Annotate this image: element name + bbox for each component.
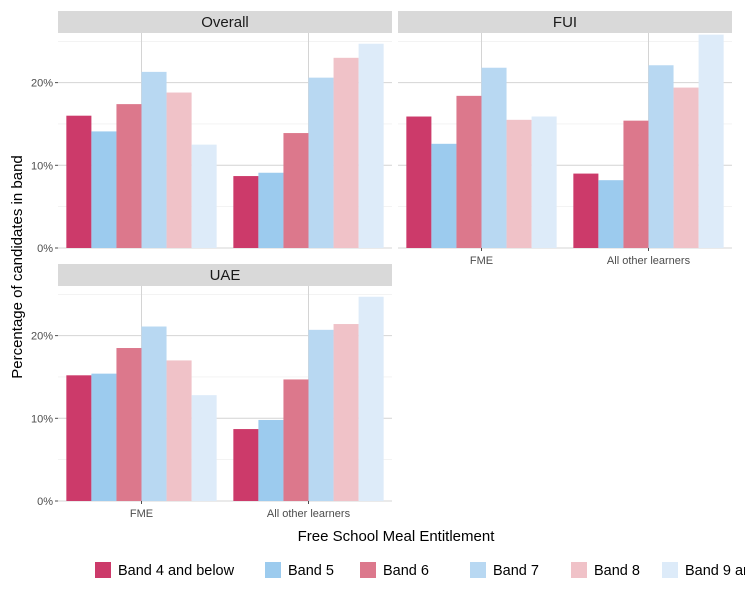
legend-label: Band 9 and above (685, 563, 745, 579)
bar (191, 395, 217, 501)
bar (166, 360, 192, 501)
legend-label: Band 8 (594, 563, 640, 579)
bar (531, 116, 557, 249)
bar (283, 133, 309, 248)
y-axis-title: Percentage of candidates in band (9, 155, 26, 379)
y-tick-label: 0% (37, 496, 53, 508)
legend-swatch (662, 562, 678, 578)
bar (141, 326, 167, 501)
bar (166, 92, 192, 248)
bar (333, 324, 359, 501)
y-tick-label: 10% (31, 160, 53, 172)
facet-title: Overall (201, 14, 249, 31)
bar (91, 131, 117, 248)
bar (481, 67, 507, 248)
bar (233, 176, 259, 248)
legend-swatch (265, 562, 281, 578)
legend-swatch (360, 562, 376, 578)
bar (116, 104, 142, 249)
legend-swatch (470, 562, 486, 578)
bar (233, 429, 259, 501)
bar (573, 173, 599, 248)
bar (598, 180, 624, 248)
y-tick-label: 20% (31, 331, 53, 343)
facet-title: FUI (553, 14, 577, 31)
facet-strip (58, 11, 392, 33)
facet-strip (398, 11, 732, 33)
bar (283, 379, 309, 501)
bar (623, 120, 649, 248)
legend-label: Band 5 (288, 563, 334, 579)
bar (358, 43, 384, 248)
x-axis-title: Free School Meal Entitlement (298, 528, 496, 545)
bar (141, 71, 167, 249)
bar (116, 348, 142, 501)
y-tick-label: 20% (31, 78, 53, 90)
bar (258, 172, 284, 248)
bar (698, 34, 724, 249)
bar (66, 375, 92, 501)
facet-title: UAE (210, 267, 241, 284)
bar (308, 329, 334, 501)
bar (456, 95, 482, 248)
bar (191, 144, 217, 248)
legend-swatch (95, 562, 111, 578)
x-tick-label: FME (130, 508, 153, 520)
x-tick-label: All other learners (607, 255, 691, 267)
bar (308, 77, 334, 249)
legend-swatch (571, 562, 587, 578)
bar (258, 419, 284, 501)
bar (333, 57, 359, 249)
bar (431, 143, 457, 248)
bar (358, 296, 384, 501)
legend-label: Band 7 (493, 563, 539, 579)
bar (673, 87, 699, 248)
bar (406, 116, 432, 249)
x-tick-label: All other learners (267, 508, 351, 520)
bar (91, 373, 117, 501)
bar (648, 65, 674, 248)
x-tick-label: FME (470, 255, 493, 267)
y-tick-label: 10% (31, 413, 53, 425)
legend-label: Band 6 (383, 563, 429, 579)
bar (506, 119, 532, 248)
facet-strip (58, 264, 392, 286)
bar (66, 115, 92, 248)
legend-label: Band 4 and below (118, 563, 235, 579)
y-tick-label: 0% (37, 243, 53, 255)
